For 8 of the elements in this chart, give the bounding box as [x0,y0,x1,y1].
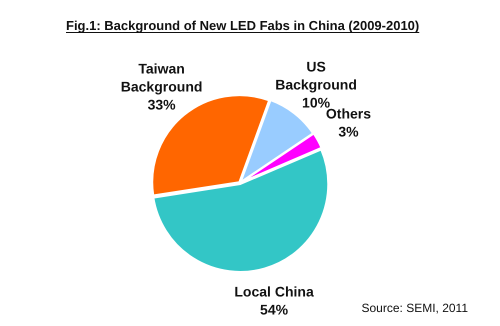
slice-label: Local China [234,284,314,300]
source-note: Source: SEMI, 2011 [362,301,468,315]
slice-label: Taiwan Background [120,60,202,94]
slice-label: US Background [275,58,357,93]
data-label: 3% [338,124,360,140]
data-label: 33% [148,96,176,112]
data-label: 54% [260,302,289,318]
chart-title: Fig.1: Background of New LED Fabs in China (2009-2010) [66,18,420,33]
